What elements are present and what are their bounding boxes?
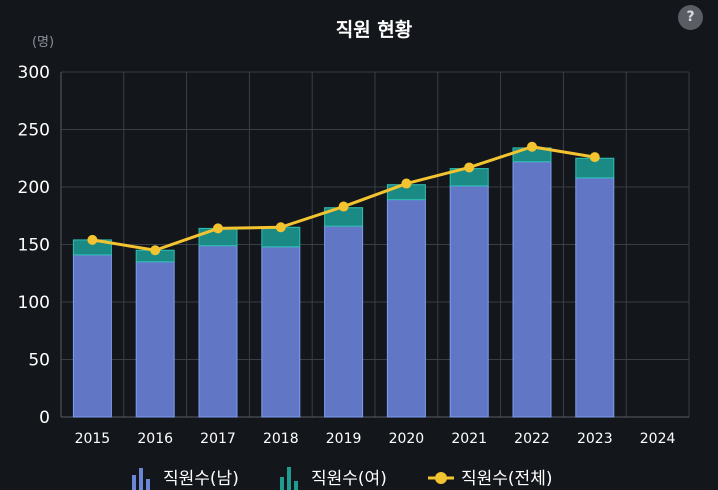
bar-chart-icon bbox=[132, 468, 150, 490]
x-tick-label: 2017 bbox=[200, 431, 236, 447]
x-axis-ticks: 2015 2016 2017 2018 2019 2020 2021 2022 2023 2024 bbox=[75, 431, 676, 447]
y-tick-label: 250 bbox=[18, 121, 50, 141]
total-point[interactable] bbox=[589, 152, 600, 163]
legend-item-female[interactable]: 직원수(여) bbox=[280, 467, 387, 490]
x-tick-label: 2022 bbox=[514, 431, 550, 447]
y-axis-ticks: 0 50 100 150 200 250 300 bbox=[18, 63, 50, 428]
legend-label-male: 직원수(남) bbox=[163, 469, 239, 489]
x-tick-label: 2016 bbox=[137, 431, 173, 447]
x-tick-label: 2015 bbox=[75, 431, 111, 447]
total-point[interactable] bbox=[150, 245, 161, 256]
bar-male[interactable] bbox=[512, 161, 552, 418]
legend[interactable]: 직원수(남) 직원수(여) 직원수(전체) bbox=[132, 467, 552, 490]
x-tick-label: 2024 bbox=[640, 431, 676, 447]
total-point[interactable] bbox=[338, 201, 349, 212]
x-tick-label: 2023 bbox=[577, 431, 613, 447]
bar-male[interactable] bbox=[261, 246, 301, 418]
total-point[interactable] bbox=[527, 141, 537, 152]
y-tick-label: 200 bbox=[18, 178, 50, 198]
x-tick-label: 2019 bbox=[326, 431, 362, 447]
y-tick-label: 50 bbox=[28, 351, 50, 371]
bar-male[interactable] bbox=[386, 199, 426, 418]
bar-chart-icon bbox=[280, 467, 298, 490]
bar-male[interactable] bbox=[72, 254, 112, 418]
x-tick-label: 2018 bbox=[263, 431, 299, 447]
y-axis-unit: (명) bbox=[32, 35, 54, 50]
total-point[interactable] bbox=[464, 162, 475, 173]
legend-item-male[interactable]: 직원수(남) bbox=[132, 468, 239, 490]
total-point[interactable] bbox=[213, 223, 223, 234]
line-marker-icon bbox=[428, 472, 454, 484]
bar-male[interactable] bbox=[324, 225, 364, 418]
total-line bbox=[87, 141, 600, 256]
legend-item-total[interactable]: 직원수(전체) bbox=[428, 469, 552, 489]
bar-male[interactable] bbox=[198, 245, 238, 418]
legend-label-female: 직원수(여) bbox=[311, 469, 387, 489]
bar-male[interactable] bbox=[575, 177, 615, 418]
total-point[interactable] bbox=[275, 222, 286, 233]
total-point[interactable] bbox=[401, 178, 412, 189]
y-tick-label: 0 bbox=[39, 408, 50, 428]
x-tick-label: 2021 bbox=[451, 431, 487, 447]
y-tick-label: 300 bbox=[18, 63, 50, 83]
bar-male[interactable] bbox=[135, 261, 175, 418]
grid bbox=[60, 71, 690, 418]
legend-label-total: 직원수(전체) bbox=[461, 469, 552, 489]
y-tick-label: 100 bbox=[18, 293, 50, 313]
bar-male[interactable] bbox=[449, 185, 489, 418]
help-button[interactable]: ? bbox=[678, 5, 703, 30]
y-tick-label: 150 bbox=[18, 236, 50, 256]
x-tick-label: 2020 bbox=[389, 431, 425, 447]
bars bbox=[72, 147, 615, 418]
chart-title: 직원 현황 bbox=[336, 18, 413, 41]
total-point[interactable] bbox=[87, 234, 98, 245]
